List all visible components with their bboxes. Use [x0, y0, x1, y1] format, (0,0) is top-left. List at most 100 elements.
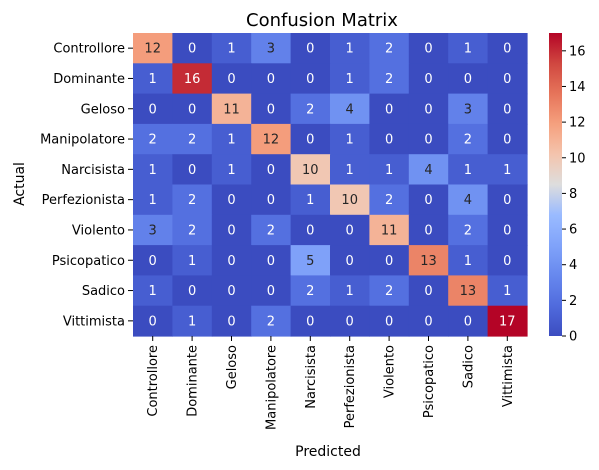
heatmap-cell	[408, 33, 449, 64]
heatmap-cell	[369, 154, 410, 186]
cell-value: 0	[503, 133, 511, 148]
cell-value: 2	[267, 223, 275, 238]
x-tick-label: Dominante	[186, 345, 201, 417]
heatmap-cell	[133, 33, 173, 64]
heatmap-cell	[251, 93, 292, 125]
cell-value: 2	[188, 193, 196, 208]
cell-value: 0	[503, 193, 511, 208]
heatmap-cell	[172, 33, 213, 64]
heatmap-cell	[290, 184, 331, 216]
heatmap-cell	[448, 33, 489, 64]
heatmap-cell	[369, 245, 410, 276]
heatmap-cell	[290, 305, 331, 337]
cell-value: 1	[385, 163, 393, 178]
colorbar-tick-label: 6	[569, 223, 577, 238]
cell-value: 2	[385, 284, 393, 299]
x-tick-label: Violento	[383, 345, 398, 398]
cell-value: 4	[464, 193, 472, 208]
cell-value: 0	[227, 223, 235, 238]
cell-value: 1	[149, 72, 157, 87]
colorbar-tick-label: 0	[569, 330, 577, 345]
heatmap-cell	[487, 214, 528, 246]
x-tick-label: Psicopatico	[422, 345, 437, 418]
heatmap-cell	[133, 214, 173, 246]
heatmap-cell	[211, 123, 252, 155]
cell-value: 0	[149, 102, 157, 117]
heatmap-cell	[172, 305, 213, 337]
cell-value: 0	[227, 284, 235, 299]
heatmap-cell	[251, 123, 292, 155]
heatmap-cell	[408, 93, 449, 125]
cell-value: 2	[464, 223, 472, 238]
cell-value: 0	[385, 133, 393, 148]
cell-value: 2	[149, 133, 157, 148]
heatmap-cell	[369, 93, 410, 125]
cell-value: 0	[267, 193, 275, 208]
heatmap-cell	[330, 154, 370, 186]
cell-value: 0	[188, 163, 196, 178]
x-tick-label: Geloso	[225, 345, 240, 389]
cell-value: 0	[188, 42, 196, 57]
cell-value: 0	[424, 42, 432, 57]
x-tick-label: Controllore	[146, 345, 161, 417]
cell-value: 0	[149, 254, 157, 269]
cell-value: 0	[306, 42, 314, 57]
cell-value: 2	[385, 72, 393, 87]
heatmap-cell	[408, 123, 449, 155]
cell-value: 1	[464, 254, 472, 269]
heatmap-cell	[133, 245, 173, 276]
heatmap-cell	[251, 245, 292, 276]
cell-value: 0	[346, 254, 354, 269]
y-tick-label: Sadico	[82, 284, 125, 299]
cell-value: 0	[306, 72, 314, 87]
heatmap-cell	[487, 123, 528, 155]
cell-value: 0	[227, 314, 235, 329]
heatmap-cell	[290, 245, 331, 276]
cell-value: 0	[346, 223, 354, 238]
heatmap-cell	[330, 245, 370, 276]
cell-value: 1	[149, 193, 157, 208]
heatmap-cell	[251, 184, 292, 216]
heatmap-cell	[133, 275, 173, 307]
cell-value: 1	[503, 163, 511, 178]
heatmap-cell	[369, 275, 410, 307]
heatmap-cell	[330, 63, 370, 95]
cell-value: 1	[227, 133, 235, 148]
cell-value: 2	[267, 314, 275, 329]
y-tick-labels: Controllore Dominante Geloso Manipolatore Na…	[40, 42, 133, 329]
heatmap-cell	[133, 63, 173, 95]
cell-value: 0	[464, 314, 472, 329]
cell-value: 1	[149, 163, 157, 178]
heatmap-cell	[251, 275, 292, 307]
cell-value: 0	[306, 133, 314, 148]
colorbar	[549, 33, 562, 336]
heatmap-cell	[290, 154, 331, 186]
cell-value: 4	[346, 102, 354, 117]
cell-value: 1	[149, 284, 157, 299]
x-tick-label: Perfezionista	[343, 345, 358, 428]
cell-value: 1	[346, 72, 354, 87]
heatmap-cell	[330, 184, 370, 216]
heatmap-cell	[487, 245, 528, 276]
heatmap-cell	[251, 214, 292, 246]
y-tick-label: Controllore	[53, 42, 125, 57]
heatmap-cell	[408, 184, 449, 216]
heatmap-cell	[408, 305, 449, 337]
colorbar-tick-label: 12	[569, 116, 586, 131]
heatmap-cell	[369, 63, 410, 95]
heatmap-cell	[251, 305, 292, 337]
cell-value: 2	[385, 193, 393, 208]
cell-value: 0	[424, 284, 432, 299]
y-tick-label: Violento	[72, 223, 125, 238]
heatmap-cell	[172, 245, 213, 276]
heatmap-cell	[408, 214, 449, 246]
heatmap-cell	[290, 93, 331, 125]
heatmap-cell	[448, 63, 489, 95]
cell-value: 0	[503, 254, 511, 269]
colorbar-tick-label: 16	[569, 44, 586, 59]
heatmap-cell	[251, 154, 292, 186]
cell-value: 0	[346, 314, 354, 329]
cell-value: 0	[267, 284, 275, 299]
cell-value: 3	[267, 42, 275, 57]
cell-value: 0	[385, 314, 393, 329]
